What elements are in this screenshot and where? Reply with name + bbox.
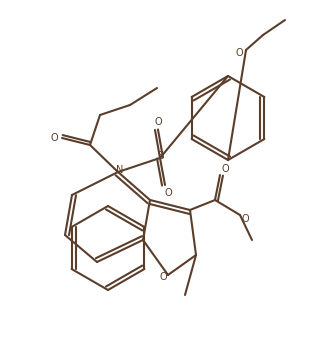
- Text: O: O: [154, 117, 162, 127]
- Text: O: O: [159, 272, 167, 282]
- Text: O: O: [50, 133, 58, 143]
- Text: O: O: [241, 214, 249, 224]
- Text: O: O: [164, 188, 172, 198]
- Text: O: O: [235, 48, 243, 58]
- Text: S: S: [157, 151, 163, 161]
- Text: O: O: [221, 164, 229, 174]
- Text: N: N: [116, 165, 124, 175]
